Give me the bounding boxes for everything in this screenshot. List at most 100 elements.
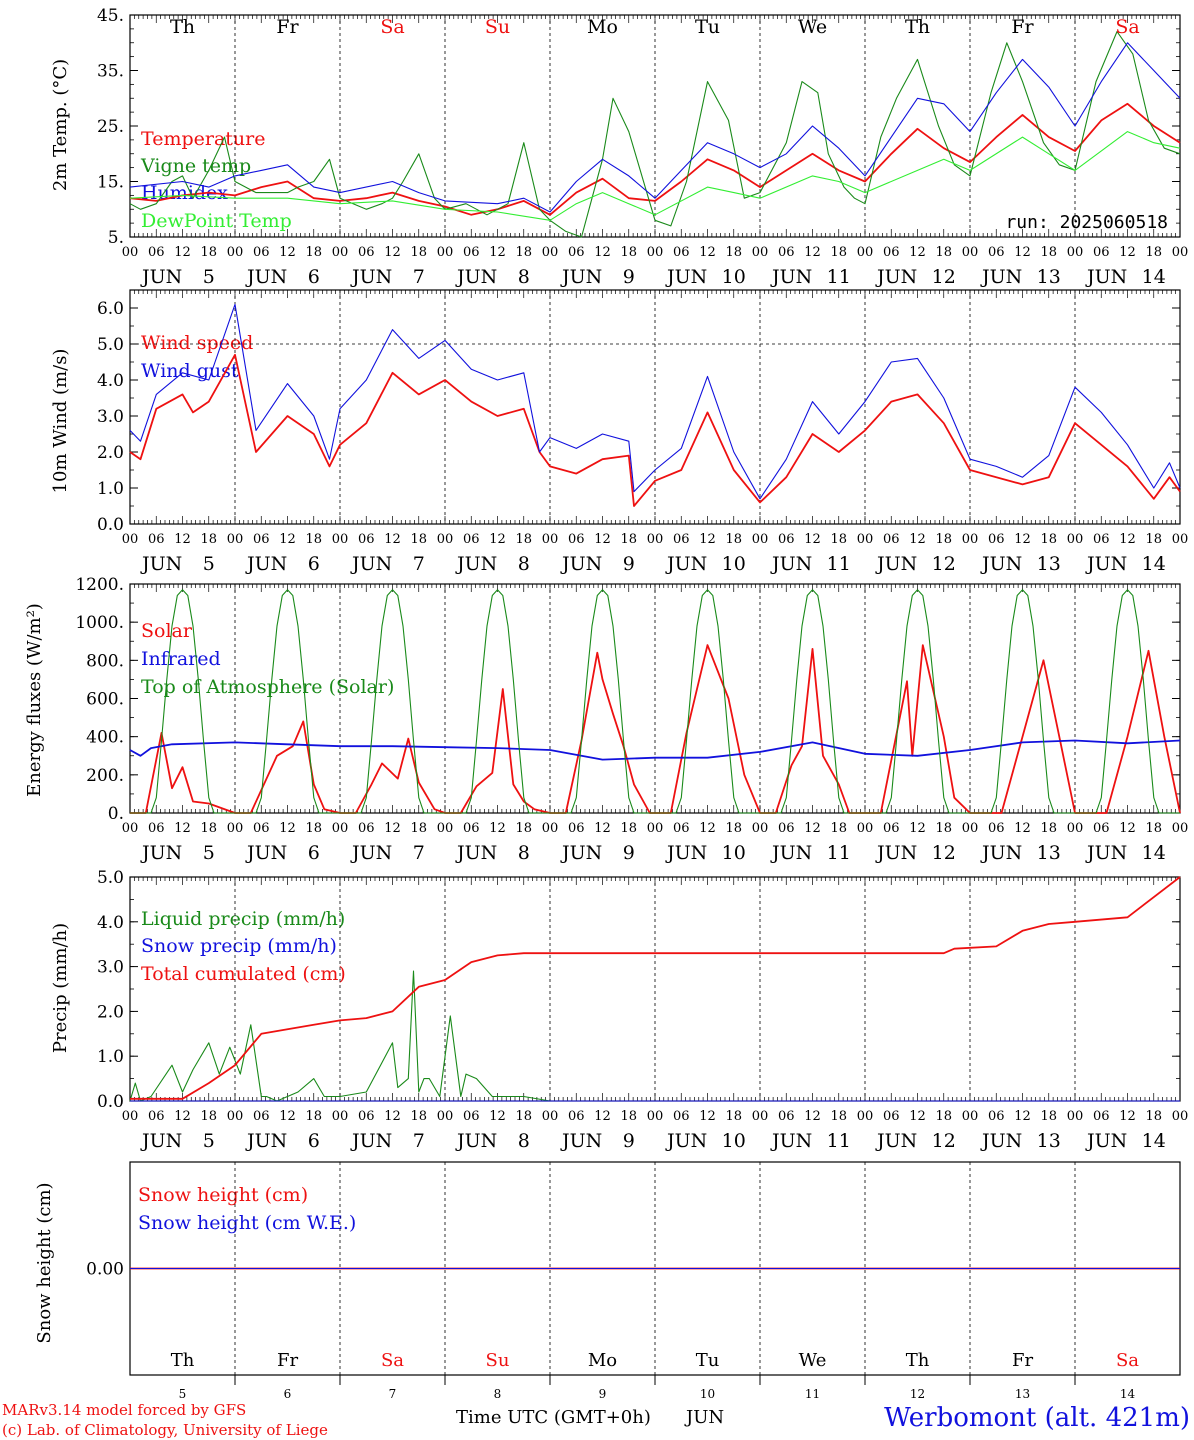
- weekday-label-bottom: Sa: [1116, 1350, 1139, 1371]
- month-label: JUN: [980, 842, 1022, 864]
- month-label: JUN: [665, 842, 707, 864]
- month-label: JUN: [140, 842, 182, 864]
- legend-snow-height-we: Snow height (cm W.E.): [138, 1212, 356, 1234]
- weekday-label-top: Th: [905, 16, 930, 38]
- hour-label: 06: [778, 821, 795, 836]
- hour-label: 12: [1014, 245, 1031, 260]
- y-tick-label: 3.0: [97, 958, 124, 978]
- weekday-label-bottom: Sa: [381, 1350, 404, 1371]
- panel-snow: Snow height (cm) Snow height (cm) Snow h…: [34, 1182, 356, 1343]
- hour-label: 00: [227, 821, 244, 836]
- month-label: JUN: [350, 553, 392, 575]
- month-label: JUN: [140, 553, 182, 575]
- date-label: 8: [518, 842, 530, 864]
- hour-label: 00: [647, 1109, 664, 1124]
- energy-legend: Solar Infrared Top of Atmosphere (Solar): [141, 620, 394, 698]
- hour-label: 06: [148, 532, 165, 547]
- hour-label: 18: [515, 821, 532, 836]
- hour-label: 18: [830, 821, 847, 836]
- hour-label: 12: [594, 821, 611, 836]
- hour-label: 12: [1014, 1109, 1031, 1124]
- day-number-label: 7: [389, 1387, 397, 1401]
- y-tick-label: 15.: [97, 173, 124, 193]
- hour-label: 12: [279, 532, 296, 547]
- legend-toa-solar: Top of Atmosphere (Solar): [141, 676, 394, 698]
- month-label: JUN: [770, 1130, 812, 1152]
- date-label: 6: [308, 266, 320, 288]
- month-label: JUN: [245, 553, 287, 575]
- month-label: JUN: [875, 1130, 917, 1152]
- hour-label: 18: [1145, 245, 1162, 260]
- hour-label: 18: [725, 1109, 742, 1124]
- hour-label: 18: [305, 245, 322, 260]
- series-line-humidex: [129, 42, 1181, 213]
- legend-solar: Solar: [141, 620, 193, 642]
- hour-label: 00: [332, 1109, 349, 1124]
- weekday-label-top: We: [798, 16, 827, 38]
- series-line-liquid-precip-mm-h-: [129, 970, 1180, 1102]
- hour-label: 00: [542, 1109, 559, 1124]
- y-tick-label: 5.: [108, 228, 124, 248]
- month-label: JUN: [350, 266, 392, 288]
- hour-label: 12: [174, 532, 191, 547]
- hour-label: 18: [620, 1109, 637, 1124]
- temperature-legend: Temperature Vigne temp Humidex DewPoint …: [140, 128, 292, 232]
- date-label: 7: [413, 553, 425, 575]
- time-axis-month: JUN: [684, 1407, 724, 1428]
- snow-legend: Snow height (cm) Snow height (cm W.E.): [138, 1184, 356, 1234]
- y-tick-label: 600.: [86, 690, 124, 710]
- hour-label: 00: [332, 821, 349, 836]
- date-label: 14: [1142, 553, 1166, 575]
- hour-label: 12: [489, 532, 506, 547]
- hour-label: 00: [857, 245, 874, 260]
- legend-wind-gust: Wind gust: [141, 360, 239, 382]
- hour-label: 00: [542, 245, 559, 260]
- month-label: JUN: [980, 553, 1022, 575]
- hour-label: 00: [1067, 821, 1084, 836]
- hour-label: 12: [384, 532, 401, 547]
- hour-label: 06: [253, 532, 270, 547]
- date-label: 8: [518, 553, 530, 575]
- y-tick-label: 4.0: [97, 913, 124, 933]
- hour-label: 12: [489, 245, 506, 260]
- legend-snow-precip: Snow precip (mm/h): [141, 935, 337, 957]
- hour-label: 00: [437, 245, 454, 260]
- legend-humidex: Humidex: [141, 182, 228, 204]
- hour-label: 06: [673, 1109, 690, 1124]
- date-label: 12: [932, 266, 956, 288]
- hour-label: 00: [1172, 245, 1189, 260]
- hour-label: 12: [909, 532, 926, 547]
- hour-label: 12: [1119, 1109, 1136, 1124]
- hour-label: 00: [332, 532, 349, 547]
- weekday-label-top: Th: [170, 16, 195, 38]
- hour-label: 18: [935, 532, 952, 547]
- hour-label: 12: [279, 821, 296, 836]
- y-tick-label: 1.0: [97, 1047, 124, 1067]
- hour-label: 00: [857, 532, 874, 547]
- hour-label: 18: [725, 821, 742, 836]
- weekday-label-top: Fr: [1011, 16, 1034, 38]
- date-label: 7: [413, 266, 425, 288]
- day-number-label: 5: [179, 1387, 187, 1401]
- panel-energy: Energy fluxes (W/m²) Solar Infrared Top …: [24, 603, 394, 797]
- month-label: JUN: [350, 1130, 392, 1152]
- hour-label: 00: [1172, 532, 1189, 547]
- precip-ylabel: Precip (mm/h): [50, 923, 71, 1053]
- hour-label: 00: [122, 821, 139, 836]
- precip-legend: Liquid precip (mm/h) Snow precip (mm/h) …: [141, 908, 346, 985]
- hour-label: 00: [752, 245, 769, 260]
- hour-label: 06: [988, 245, 1005, 260]
- date-label: 10: [722, 1130, 746, 1152]
- series-line-infrared: [129, 739, 1181, 761]
- month-label: JUN: [770, 842, 812, 864]
- hour-label: 06: [883, 532, 900, 547]
- hour-label: 00: [647, 245, 664, 260]
- hour-label: 12: [1014, 532, 1031, 547]
- hour-label: 06: [988, 1109, 1005, 1124]
- hour-label: 06: [568, 821, 585, 836]
- hour-label: 06: [358, 1109, 375, 1124]
- snow-ylabel: Snow height (cm): [34, 1182, 55, 1343]
- month-label: JUN: [875, 266, 917, 288]
- hour-label: 12: [909, 1109, 926, 1124]
- hour-label: 12: [1119, 821, 1136, 836]
